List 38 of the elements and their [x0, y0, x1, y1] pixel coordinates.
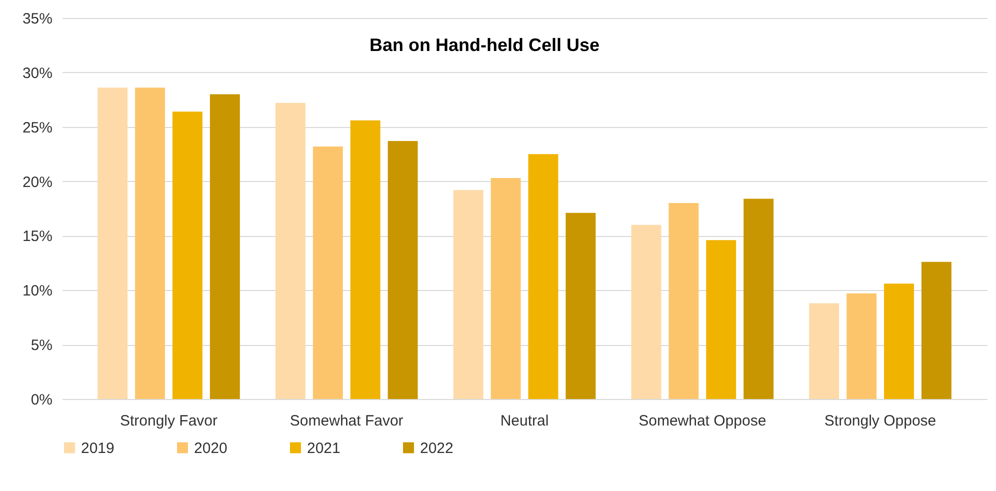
y-tick-label: 30%: [22, 64, 52, 82]
y-tick-label: 15%: [22, 228, 52, 246]
bar: [350, 120, 380, 399]
bar: [744, 198, 774, 399]
bar: [921, 262, 952, 399]
y-tick-label: 0%: [30, 392, 52, 408]
x-tick-label: Somewhat Favor: [290, 412, 404, 430]
x-tick-label: Strongly Favor: [120, 412, 218, 430]
legend-label: 2019: [81, 440, 114, 457]
bar: [528, 154, 558, 399]
bar: [846, 293, 877, 399]
x-tick-label: Neutral: [500, 412, 549, 430]
bar: [453, 190, 484, 399]
bar: [135, 88, 165, 399]
bar: [668, 203, 699, 399]
legend-label: 2021: [307, 440, 340, 457]
y-tick-label: 25%: [22, 119, 52, 136]
legend-label: 2022: [420, 440, 454, 457]
bar: [312, 146, 343, 399]
y-tick-label: 35%: [22, 10, 52, 28]
text: Ban on Hand-held Cell Use: [369, 35, 600, 55]
bar: [275, 102, 306, 399]
bar: [172, 112, 202, 399]
bar: [210, 94, 240, 399]
bar: [490, 178, 521, 399]
y-tick-label: 20%: [22, 174, 52, 191]
legend-label: 2020: [194, 440, 228, 457]
bar: [809, 303, 840, 399]
bar: [388, 141, 418, 399]
bar: [706, 240, 736, 399]
y-tick-label: 10%: [22, 282, 52, 300]
x-tick-label: Strongly Oppose: [824, 412, 936, 430]
bar: [884, 284, 914, 399]
bar: [98, 88, 128, 399]
y-tick-label: 5%: [30, 337, 52, 354]
x-tick-label: Somewhat Oppose: [638, 412, 766, 430]
bar: [566, 212, 596, 399]
bar: [631, 224, 662, 399]
